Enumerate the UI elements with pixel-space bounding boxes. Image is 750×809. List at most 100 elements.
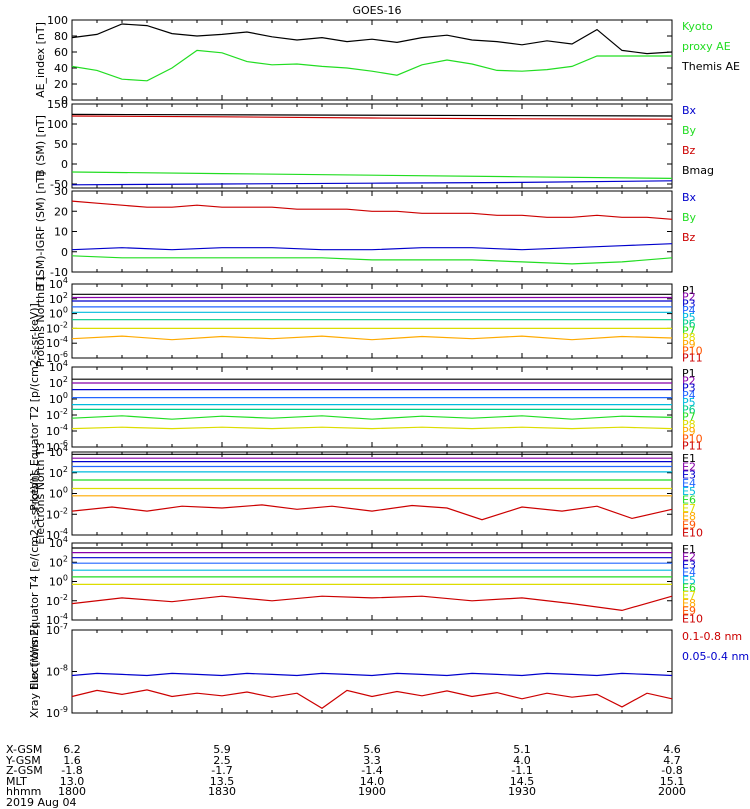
- footer-value: 5.9: [213, 743, 231, 756]
- y-tick-label: 80: [54, 30, 68, 43]
- series-bx: [71, 243, 673, 251]
- y-axis-label: B (SM) [nT]: [34, 115, 47, 177]
- legend-entry: E3: [682, 558, 696, 571]
- legend-entry: P1: [682, 367, 696, 380]
- legend-entry: E10: [682, 612, 703, 625]
- legend-entry: P1: [682, 284, 696, 297]
- legend-entry: Kyoto: [682, 20, 713, 33]
- y-axis-label: B (SM)-IGRF (SM) [nT]: [34, 171, 47, 291]
- panel-frame: [71, 19, 673, 101]
- legend-entry: P9: [682, 338, 696, 351]
- series-p8: [71, 335, 673, 341]
- y-tick-label: 30: [54, 185, 68, 198]
- y-tick-label: 104: [49, 444, 68, 459]
- footer-value: 4.0: [513, 753, 531, 767]
- legend-entry: P2: [682, 374, 696, 387]
- legend-entry: E9: [682, 605, 696, 618]
- legend-entry: 0.05-0.4 nm: [682, 650, 749, 663]
- y-tick-label: 102: [49, 554, 68, 569]
- legend-entry: E10: [682, 527, 703, 540]
- legend-entry: E4: [682, 566, 696, 579]
- legend-entry: P2: [682, 291, 696, 304]
- series-by: [71, 255, 673, 265]
- y-tick-label: 100: [49, 306, 68, 321]
- legend-entry: Bmag: [682, 164, 714, 177]
- footer-value: -1.7: [211, 764, 233, 778]
- legend-entry: P6: [682, 403, 696, 416]
- y-tick-label: 0: [61, 94, 68, 107]
- series-p8: [71, 426, 673, 430]
- y-tick-label: 50: [54, 138, 68, 151]
- panel-frame: [71, 283, 673, 359]
- footer-row-label: X-GSM: [6, 743, 43, 756]
- series-kyoto-proxy-ae: [71, 49, 672, 82]
- y-tick-label: 102: [49, 291, 68, 306]
- footer-value: -0.8: [661, 764, 683, 778]
- footer-value: 14.0: [359, 774, 385, 788]
- legend-entry: P6: [682, 318, 696, 331]
- footer-row-label: MLT: [6, 774, 27, 788]
- footer-row: MLT 13.0 13.5 14.0 14.5 15.1: [6, 774, 684, 788]
- footer-value: 1800: [58, 785, 86, 799]
- y-tick-label: 104: [49, 276, 68, 291]
- legend-entry: P9: [682, 425, 696, 438]
- legend-entry: Bz: [682, 231, 696, 244]
- series-p7: [71, 415, 673, 420]
- footer-value: 14.5: [509, 774, 535, 788]
- legend-entry: P11: [682, 440, 703, 453]
- panel-frame: [71, 629, 673, 714]
- legend-entry: Themis AE: [681, 60, 740, 73]
- panel-bigrf: -10 0 10 20 30 B (SM)-IGRF (SM) [nT] Bx By Bz: [34, 171, 697, 291]
- footer-row: hhmm 1800 1830 1900 1930 2000: [6, 786, 686, 798]
- legend-entry: P8: [682, 331, 696, 344]
- y-tick-label: 150: [47, 98, 68, 111]
- legend-entry: P4: [682, 389, 696, 402]
- legend-entry: P10: [682, 345, 703, 358]
- footer-value: 2000: [658, 785, 686, 799]
- footer-value: 6.2: [63, 743, 81, 756]
- footer-value: -1.4: [361, 764, 383, 778]
- plot-title: GOES-16: [352, 4, 401, 17]
- panel-frame: [71, 542, 673, 621]
- y-axis-label: Protons Equator T2 [p/(cm2-s-sr-keV)]: [28, 303, 41, 511]
- legend-entry: E1: [682, 543, 696, 556]
- panel-xray: 10-9 10-8 10-7 Xray flux [W/m2] 0.1-0.8 nm 0.…: [28, 622, 749, 720]
- footer-value: -1.8: [61, 764, 83, 778]
- legend-entry: P5: [682, 396, 696, 409]
- footer-value: 4.6: [663, 743, 681, 756]
- footer-row: X-GSM 6.2 5.9 5.6 5.1 4.6: [6, 743, 681, 756]
- panel-frame: [71, 451, 673, 536]
- legend-entry: P11: [682, 351, 703, 364]
- legend-entry: E4: [682, 477, 696, 490]
- legend-entry: E2: [682, 460, 696, 473]
- y-axis-label: Protons North T1: [34, 275, 47, 368]
- legend-entry: E6: [682, 582, 696, 595]
- legend-entry: By: [682, 124, 697, 137]
- footer-value: 1830: [208, 785, 236, 799]
- y-tick-label: 10-2: [46, 593, 68, 608]
- legend-entry: E6: [682, 494, 696, 507]
- footer-value: -1.1: [511, 764, 533, 778]
- footer-row: Y-GSM 1.6 2.5 3.3 4.0 4.7: [6, 755, 681, 767]
- footer-value: 1900: [358, 785, 386, 799]
- legend-entry: Bz: [682, 144, 696, 157]
- series-by: [71, 171, 673, 179]
- legend-entry: P8: [682, 418, 696, 431]
- footer-value: 5.6: [363, 743, 381, 756]
- y-tick-label: 10-4: [46, 612, 68, 627]
- legend-entry: Bx: [682, 104, 697, 117]
- y-tick-label: 104: [49, 359, 68, 374]
- y-tick-label: 10-4: [46, 335, 68, 350]
- legend-entry: Bx: [682, 191, 697, 204]
- footer-value: 13.0: [59, 774, 85, 788]
- y-tick-label: 102: [49, 375, 68, 390]
- y-axis-label: Xray flux [W/m2]: [28, 625, 41, 719]
- y-tick-label: 100: [49, 391, 68, 406]
- legend-entry: P7: [682, 411, 696, 424]
- y-tick-label: 40: [54, 62, 68, 75]
- footer-value: 2.5: [213, 753, 231, 767]
- series-0.1-0.8-nm: [71, 689, 673, 710]
- series-bmag: [71, 113, 673, 117]
